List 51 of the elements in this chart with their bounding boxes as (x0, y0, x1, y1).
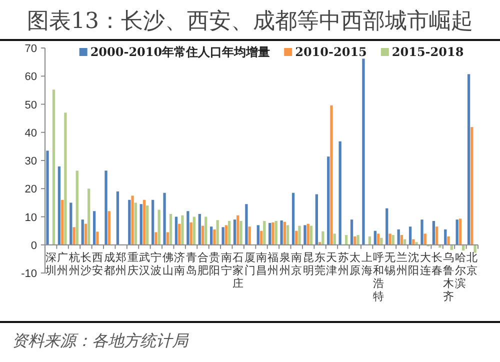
legend-label: 2015-2018 (392, 45, 464, 59)
y-tick-label: 0 (30, 240, 37, 252)
x-tick-label: 宁波 (150, 250, 162, 277)
x-tick-label: 长春 (432, 250, 443, 277)
x-tick-label: 呼和浩特 (373, 250, 384, 303)
y-tick-label: 20 (24, 184, 37, 196)
x-tick-label: 成都 (104, 250, 115, 277)
x-tick-label: 石家庄 (232, 250, 244, 290)
x-tick-label: 南昌 (256, 250, 267, 277)
legend-label: 2000-2010年常住人口年均增量 (90, 45, 270, 59)
x-tick-label: 天津 (326, 250, 338, 277)
x-tick-label: 南京 (291, 250, 302, 277)
y-tick-label: 60 (24, 71, 37, 84)
x-tick-label: 福州 (268, 250, 279, 277)
x-tick-label: 北京 (466, 250, 478, 277)
x-tick-label: 乌鲁木齐 (443, 250, 454, 303)
x-tick-label: 沈阳 (408, 250, 420, 277)
x-tick-label: 上海 (361, 250, 372, 277)
x-tick-label: 泉州 (279, 250, 290, 277)
x-tick-label: 南宁 (220, 250, 232, 277)
x-tick-label: 广州 (57, 250, 68, 277)
x-tick-label: 重庆 (127, 250, 138, 277)
x-tick-label: 苏州 (338, 250, 349, 277)
x-tick-label: 佛山 (162, 250, 174, 277)
x-tick-label: 厦门 (244, 250, 256, 277)
x-tick-label: 济南 (174, 250, 186, 277)
x-tick-label: 武汉 (138, 250, 150, 277)
x-tick-label: 东莞 (314, 250, 326, 277)
y-tick-label: 40 (24, 127, 37, 140)
x-tick-label: 西安 (92, 250, 104, 277)
x-tick-label: 郑州 (116, 250, 127, 277)
y-tick-label: 70 (24, 43, 37, 55)
y-tick-label: 50 (24, 99, 37, 112)
x-tick-label: 杭州 (68, 250, 80, 277)
x-tick-label: 青岛 (186, 250, 197, 277)
x-tick-label: 合肥 (197, 250, 208, 277)
x-tick-label: 大连 (420, 250, 431, 277)
x-tick-label: 太原 (350, 250, 361, 277)
y-tick-label: 30 (24, 156, 37, 168)
annotation: 资料来源：各地方统计局 (12, 331, 188, 350)
x-tick-label: 兰州 (396, 250, 408, 277)
x-tick-label: 无锡 (384, 250, 396, 277)
x-tick-label: 昆明 (302, 250, 314, 277)
x-tick-label: 贵阳 (209, 250, 220, 277)
title: 图表13：长沙、西安、成都等中西部城市崛起 (27, 9, 473, 34)
x-tick-label: 长沙 (80, 250, 92, 277)
y-tick-label: -10 (21, 268, 37, 280)
x-tick-label: 哈尔滨 (454, 250, 466, 290)
x-tick-label: 深圳 (44, 250, 56, 277)
legend-label: 2010-2015 (295, 45, 367, 59)
y-tick-label: 10 (24, 212, 37, 224)
